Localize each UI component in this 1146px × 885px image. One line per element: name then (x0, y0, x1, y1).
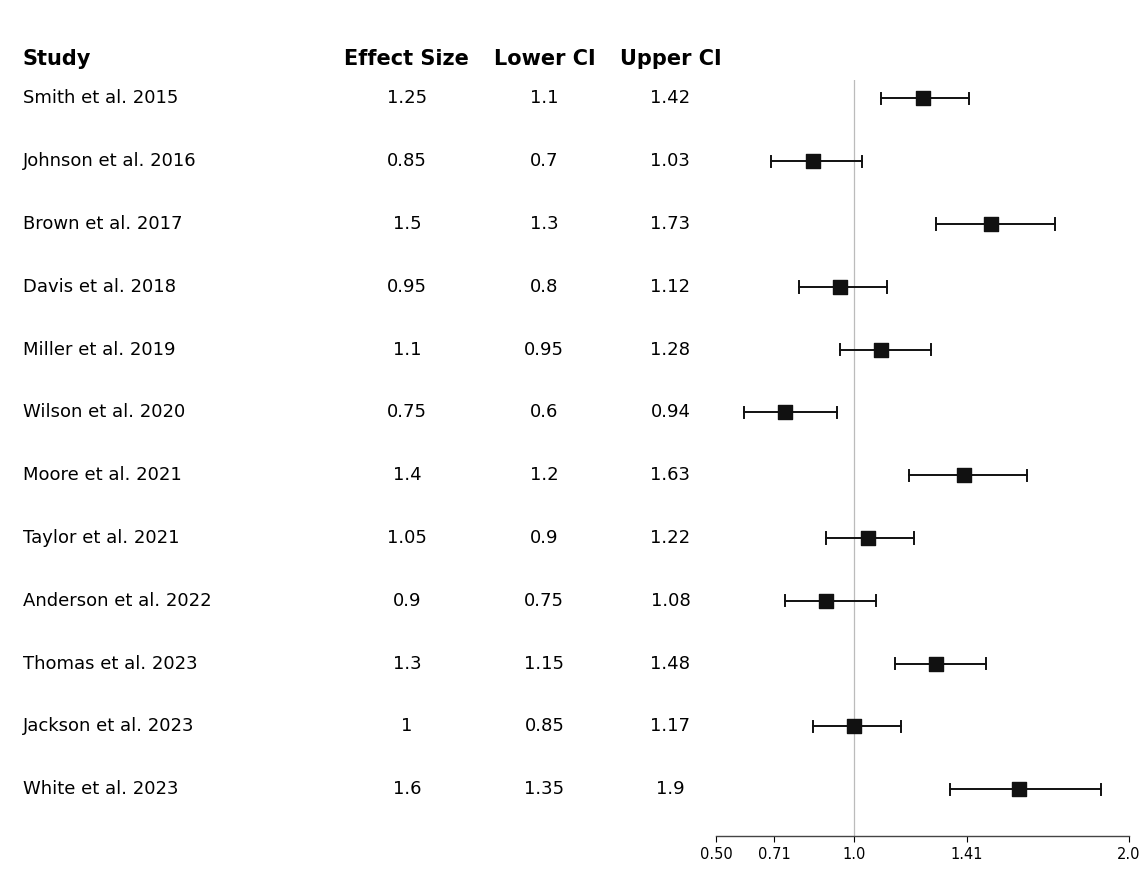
Text: 1.42: 1.42 (650, 89, 691, 107)
Text: 0.9: 0.9 (393, 592, 421, 610)
Text: 0.75: 0.75 (525, 592, 564, 610)
Point (927, 657, 945, 671)
Text: 1.4: 1.4 (393, 466, 421, 484)
Point (982, 217, 1000, 231)
Text: 1.22: 1.22 (650, 529, 691, 547)
Text: 1.9: 1.9 (657, 781, 684, 798)
Point (872, 342, 890, 357)
Text: Lower CI: Lower CI (494, 49, 595, 69)
Text: 0.95: 0.95 (387, 278, 426, 296)
Text: 0.85: 0.85 (525, 718, 564, 735)
Text: Anderson et al. 2022: Anderson et al. 2022 (23, 592, 212, 610)
Text: 1.73: 1.73 (650, 215, 691, 233)
Text: Thomas et al. 2023: Thomas et al. 2023 (23, 655, 197, 673)
Text: 0.75: 0.75 (387, 404, 426, 421)
Text: 1.1: 1.1 (393, 341, 421, 358)
Text: 1.2: 1.2 (531, 466, 558, 484)
Text: 0.95: 0.95 (525, 341, 564, 358)
Point (845, 720, 863, 734)
Text: Brown et al. 2017: Brown et al. 2017 (23, 215, 182, 233)
Text: 0.85: 0.85 (387, 152, 426, 170)
Text: 1.08: 1.08 (651, 592, 690, 610)
Text: Moore et al. 2021: Moore et al. 2021 (23, 466, 182, 484)
Text: 1.15: 1.15 (525, 655, 564, 673)
Text: 0.6: 0.6 (531, 404, 558, 421)
Text: 1.48: 1.48 (651, 655, 690, 673)
Text: 1.1: 1.1 (531, 89, 558, 107)
Text: 1.3: 1.3 (531, 215, 558, 233)
Point (803, 154, 822, 168)
Text: Study: Study (23, 49, 92, 69)
Text: Smith et al. 2015: Smith et al. 2015 (23, 89, 179, 107)
Text: Upper CI: Upper CI (620, 49, 721, 69)
Text: 0.94: 0.94 (651, 404, 690, 421)
Text: 1: 1 (401, 718, 413, 735)
Text: 1.28: 1.28 (651, 341, 690, 358)
Point (776, 405, 794, 419)
Text: 1.63: 1.63 (651, 466, 690, 484)
Text: Taylor et al. 2021: Taylor et al. 2021 (23, 529, 180, 547)
Text: Miller et al. 2019: Miller et al. 2019 (23, 341, 175, 358)
Text: 1.35: 1.35 (524, 781, 565, 798)
Text: Wilson et al. 2020: Wilson et al. 2020 (23, 404, 186, 421)
Text: 1.3: 1.3 (393, 655, 421, 673)
Text: White et al. 2023: White et al. 2023 (23, 781, 179, 798)
Text: 0.7: 0.7 (531, 152, 558, 170)
Text: 0.9: 0.9 (531, 529, 558, 547)
Text: 1.05: 1.05 (387, 529, 426, 547)
Text: Jackson et al. 2023: Jackson et al. 2023 (23, 718, 195, 735)
Text: Johnson et al. 2016: Johnson et al. 2016 (23, 152, 197, 170)
Text: 0.8: 0.8 (531, 278, 558, 296)
Point (1010, 782, 1028, 796)
Text: 1.12: 1.12 (651, 278, 690, 296)
Point (817, 594, 835, 608)
Text: 1.25: 1.25 (386, 89, 427, 107)
Text: 1.6: 1.6 (393, 781, 421, 798)
Text: Davis et al. 2018: Davis et al. 2018 (23, 278, 176, 296)
Point (913, 91, 932, 105)
Point (858, 531, 877, 545)
Point (831, 280, 849, 294)
Text: 1.5: 1.5 (393, 215, 421, 233)
Text: Effect Size: Effect Size (345, 49, 469, 69)
Text: 1.17: 1.17 (651, 718, 690, 735)
Point (955, 468, 973, 482)
Text: 1.03: 1.03 (651, 152, 690, 170)
